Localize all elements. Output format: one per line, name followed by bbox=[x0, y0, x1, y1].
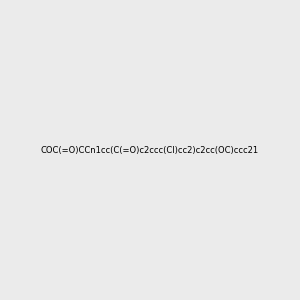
Text: COC(=O)CCn1cc(C(=O)c2ccc(Cl)cc2)c2cc(OC)ccc21: COC(=O)CCn1cc(C(=O)c2ccc(Cl)cc2)c2cc(OC)… bbox=[41, 146, 259, 154]
